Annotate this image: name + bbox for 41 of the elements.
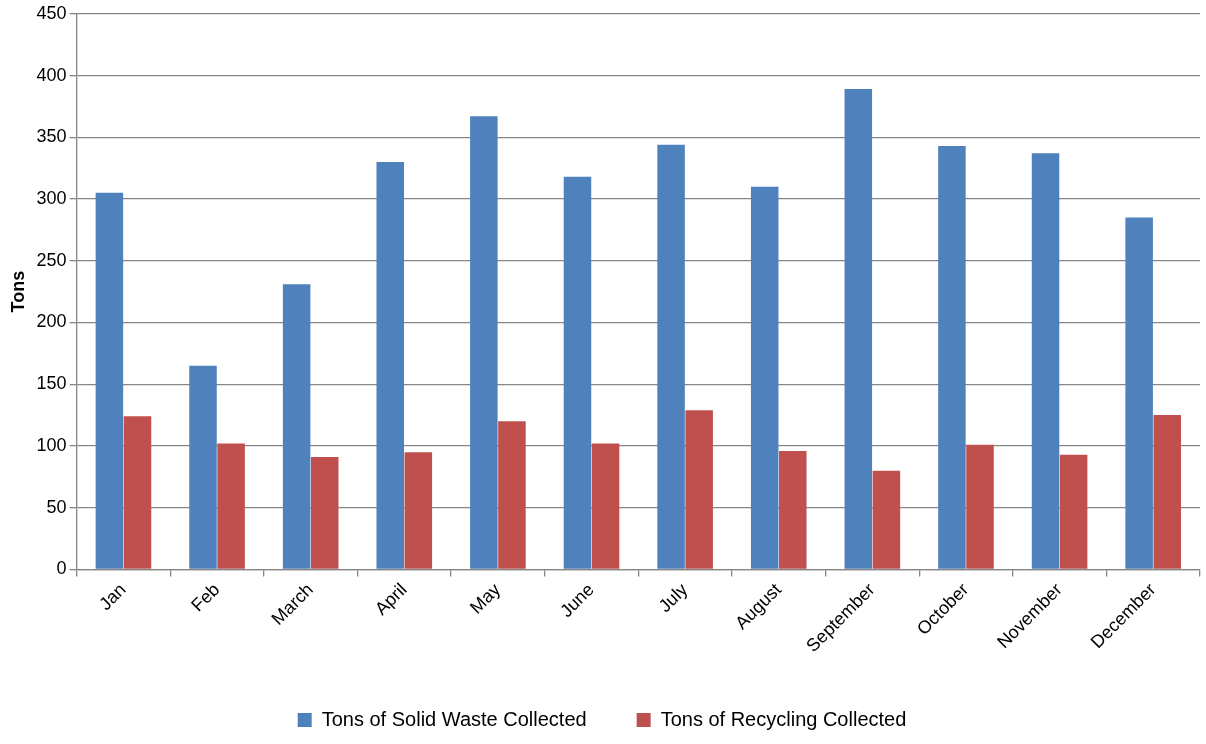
y-tick-label: 300	[36, 187, 67, 208]
y-tick-label: 250	[36, 249, 67, 270]
bar	[189, 365, 217, 569]
y-tick-label: 400	[36, 64, 67, 85]
bar	[657, 144, 685, 569]
y-tick-label: 0	[56, 558, 67, 579]
legend-label: Tons of Recycling Collected	[660, 707, 907, 730]
y-tick-label: 200	[36, 311, 67, 332]
y-tick-label: 150	[36, 373, 67, 394]
bar	[217, 443, 245, 569]
bar	[1059, 454, 1088, 569]
bar	[779, 450, 807, 569]
bar	[310, 457, 339, 569]
bar	[563, 176, 592, 569]
bar	[498, 421, 526, 569]
x-tick-label: Jan	[95, 579, 130, 614]
y-tick-label: 100	[36, 434, 67, 455]
bar	[750, 186, 779, 569]
y-tick-label: 50	[46, 496, 67, 517]
bar	[470, 116, 498, 569]
x-tick-label: Feb	[187, 579, 224, 616]
bar	[95, 192, 124, 569]
bar	[844, 89, 873, 569]
x-tick-label: May	[466, 579, 505, 618]
y-axis-title: Tons	[7, 270, 28, 313]
bar	[1125, 217, 1153, 569]
bar	[1031, 153, 1060, 569]
bar	[591, 443, 620, 569]
legend-label: Tons of Solid Waste Collected	[321, 707, 587, 730]
bar	[376, 161, 404, 569]
bar	[872, 470, 901, 569]
bar	[404, 452, 433, 569]
bar	[282, 284, 311, 569]
y-tick-label: 450	[36, 2, 67, 23]
bar	[966, 444, 994, 569]
x-tick-label: July	[654, 579, 692, 617]
bar	[1153, 415, 1181, 569]
bar	[123, 416, 152, 569]
y-tick-label: 350	[36, 126, 67, 147]
bar	[938, 145, 966, 569]
bar	[685, 410, 713, 569]
